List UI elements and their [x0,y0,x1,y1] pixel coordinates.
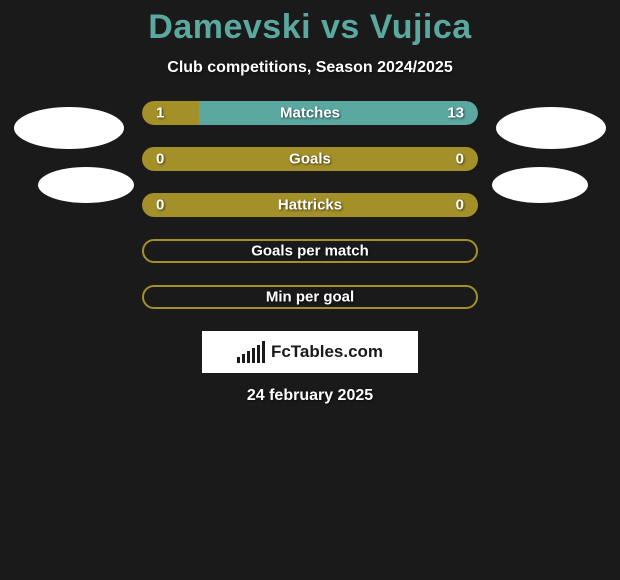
stat-bar: 1 13 Matches [142,101,478,125]
player2-avatars [496,107,606,203]
player1-avatar-flag [38,167,134,203]
bar-fill-left [142,101,199,125]
stat-label: Goals per match [251,243,369,260]
date-label: 24 february 2025 [247,387,373,405]
stat-label: Hattricks [278,197,342,214]
stat-value-left: 0 [156,151,164,168]
stat-bar: Min per goal [142,285,478,309]
source-label: FcTables.com [271,342,383,362]
main-row: 1 13 Matches 0 0 Goals 0 0 Hattricks Goals per ma… [0,101,620,309]
player1-avatars [14,107,124,203]
stat-bar: Goals per match [142,239,478,263]
stat-label: Matches [280,105,340,122]
stat-value-right: 0 [456,151,464,168]
logo-bars-icon [237,341,265,363]
source-logo: FcTables.com [202,331,418,373]
player1-avatar-club [14,107,124,149]
subtitle: Club competitions, Season 2024/2025 [167,59,452,77]
stat-value-right: 0 [456,197,464,214]
comparison-card: Damevski vs Vujica Club competitions, Se… [0,0,620,405]
player2-avatar-flag [492,167,588,203]
stat-bar: 0 0 Hattricks [142,193,478,217]
stat-bar: 0 0 Goals [142,147,478,171]
stat-value-right: 13 [447,105,464,122]
stat-bars: 1 13 Matches 0 0 Goals 0 0 Hattricks Goals per ma… [142,101,478,309]
stat-label: Min per goal [266,289,354,306]
stat-value-left: 1 [156,105,164,122]
stat-label: Goals [289,151,331,168]
stat-value-left: 0 [156,197,164,214]
page-title: Damevski vs Vujica [148,8,471,47]
player2-avatar-club [496,107,606,149]
